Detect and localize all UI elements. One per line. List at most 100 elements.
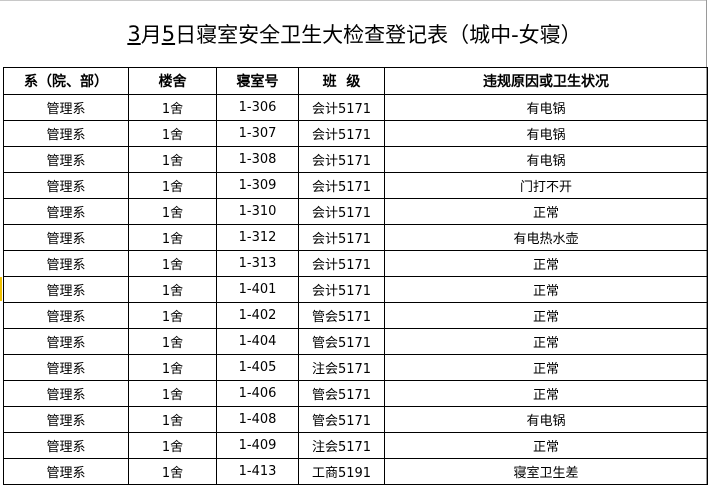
row-selection-marker [0, 277, 2, 301]
cell-department[interactable]: 管理系 [3, 328, 129, 355]
header-status[interactable]: 违规原因或卫生状况 [384, 67, 708, 95]
cell-room[interactable]: 1-309 [216, 172, 299, 199]
cell-department[interactable]: 管理系 [3, 276, 129, 303]
cell-room[interactable]: 1-409 [216, 432, 299, 459]
table-row: 管理系 1舍 1-307 会计5171 有电锅 [3, 120, 708, 147]
cell-building[interactable]: 1舍 [128, 250, 217, 277]
cell-department[interactable]: 管理系 [3, 354, 129, 381]
cell-department[interactable]: 管理系 [3, 224, 129, 251]
cell-room[interactable]: 1-405 [216, 354, 299, 381]
sheet-title: 3 月 5 日寝室安全卫生大检查登记表（城中-女寝） [3, 1, 706, 67]
cell-building[interactable]: 1舍 [128, 146, 217, 173]
cell-building[interactable]: 1舍 [128, 406, 217, 433]
table-row: 管理系 1舍 1-401 会计5171 正常 [3, 276, 708, 303]
table-row: 管理系 1舍 1-409 注会5171 正常 [3, 432, 708, 459]
cell-class[interactable]: 会计5171 [298, 120, 385, 147]
cell-building[interactable]: 1舍 [128, 198, 217, 225]
cell-class[interactable]: 工商5191 [298, 458, 385, 485]
cell-building[interactable]: 1舍 [128, 458, 217, 485]
cell-status[interactable]: 正常 [384, 302, 708, 329]
cell-class[interactable]: 管会5171 [298, 406, 385, 433]
cell-department[interactable]: 管理系 [3, 380, 129, 407]
table-row: 管理系 1舍 1-402 管会5171 正常 [3, 302, 708, 329]
cell-room[interactable]: 1-308 [216, 146, 299, 173]
cell-room[interactable]: 1-307 [216, 120, 299, 147]
cell-status[interactable]: 寝室卫生差 [384, 458, 708, 485]
cell-department[interactable]: 管理系 [3, 146, 129, 173]
cell-room[interactable]: 1-408 [216, 406, 299, 433]
cell-building[interactable]: 1舍 [128, 172, 217, 199]
title-month-suffix: 月 [140, 23, 162, 47]
header-row: 系（院、部） 楼舍 寝室号 班 级 违规原因或卫生状况 [3, 67, 708, 95]
header-department[interactable]: 系（院、部） [3, 67, 129, 95]
cell-status[interactable]: 正常 [384, 198, 708, 225]
cell-status[interactable]: 正常 [384, 276, 708, 303]
cell-building[interactable]: 1舍 [128, 120, 217, 147]
cell-status[interactable]: 有电锅 [384, 94, 708, 121]
title-month: 3 [127, 22, 141, 46]
cell-room[interactable]: 1-310 [216, 198, 299, 225]
title-rest: 日寝室安全卫生大检查登记表（城中-女寝） [175, 23, 582, 47]
cell-class[interactable]: 会计5171 [298, 250, 385, 277]
cell-building[interactable]: 1舍 [128, 94, 217, 121]
cell-class[interactable]: 管会5171 [298, 302, 385, 329]
cell-room[interactable]: 1-306 [216, 94, 299, 121]
cell-department[interactable]: 管理系 [3, 198, 129, 225]
cell-class[interactable]: 会计5171 [298, 94, 385, 121]
cell-department[interactable]: 管理系 [3, 172, 129, 199]
cell-class[interactable]: 管会5171 [298, 380, 385, 407]
table-row: 管理系 1舍 1-310 会计5171 正常 [3, 198, 708, 225]
cell-class[interactable]: 会计5171 [298, 276, 385, 303]
cell-building[interactable]: 1舍 [128, 328, 217, 355]
table-row: 管理系 1舍 1-306 会计5171 有电锅 [3, 94, 708, 121]
cell-building[interactable]: 1舍 [128, 276, 217, 303]
cell-building[interactable]: 1舍 [128, 224, 217, 251]
header-class[interactable]: 班 级 [298, 67, 385, 95]
table-row: 管理系 1舍 1-408 管会5171 有电锅 [3, 406, 708, 433]
cell-building[interactable]: 1舍 [128, 380, 217, 407]
table-row: 管理系 1舍 1-406 管会5171 正常 [3, 380, 708, 407]
cell-status[interactable]: 正常 [384, 380, 708, 407]
header-room[interactable]: 寝室号 [216, 67, 299, 95]
cell-building[interactable]: 1舍 [128, 354, 217, 381]
table-row: 管理系 1舍 1-313 会计5171 正常 [3, 250, 708, 277]
cell-room[interactable]: 1-413 [216, 458, 299, 485]
cell-room[interactable]: 1-312 [216, 224, 299, 251]
cell-status[interactable]: 正常 [384, 328, 708, 355]
cell-building[interactable]: 1舍 [128, 432, 217, 459]
cell-status[interactable]: 有电锅 [384, 120, 708, 147]
cell-room[interactable]: 1-401 [216, 276, 299, 303]
cell-class[interactable]: 注会5171 [298, 432, 385, 459]
table-row: 管理系 1舍 1-413 工商5191 寝室卫生差 [3, 458, 708, 485]
table-row: 管理系 1舍 1-308 会计5171 有电锅 [3, 146, 708, 173]
cell-class[interactable]: 会计5171 [298, 224, 385, 251]
cell-status[interactable]: 正常 [384, 432, 708, 459]
sheet-top-border [0, 0, 707, 1]
cell-class[interactable]: 会计5171 [298, 146, 385, 173]
cell-department[interactable]: 管理系 [3, 250, 129, 277]
cell-status[interactable]: 正常 [384, 354, 708, 381]
table-row: 管理系 1舍 1-312 会计5171 有电热水壶 [3, 224, 708, 251]
cell-room[interactable]: 1-402 [216, 302, 299, 329]
cell-department[interactable]: 管理系 [3, 406, 129, 433]
cell-department[interactable]: 管理系 [3, 458, 129, 485]
cell-status[interactable]: 有电锅 [384, 146, 708, 173]
cell-room[interactable]: 1-404 [216, 328, 299, 355]
cell-class[interactable]: 会计5171 [298, 172, 385, 199]
cell-class[interactable]: 管会5171 [298, 328, 385, 355]
cell-class[interactable]: 会计5171 [298, 198, 385, 225]
cell-status[interactable]: 正常 [384, 250, 708, 277]
cell-department[interactable]: 管理系 [3, 120, 129, 147]
cell-room[interactable]: 1-406 [216, 380, 299, 407]
cell-department[interactable]: 管理系 [3, 302, 129, 329]
cell-department[interactable]: 管理系 [3, 94, 129, 121]
cell-status[interactable]: 有电锅 [384, 406, 708, 433]
cell-class[interactable]: 注会5171 [298, 354, 385, 381]
cell-status[interactable]: 门打不开 [384, 172, 708, 199]
cell-status[interactable]: 有电热水壶 [384, 224, 708, 251]
cell-building[interactable]: 1舍 [128, 302, 217, 329]
cell-room[interactable]: 1-313 [216, 250, 299, 277]
table-row: 管理系 1舍 1-405 注会5171 正常 [3, 354, 708, 381]
header-building[interactable]: 楼舍 [128, 67, 217, 95]
cell-department[interactable]: 管理系 [3, 432, 129, 459]
